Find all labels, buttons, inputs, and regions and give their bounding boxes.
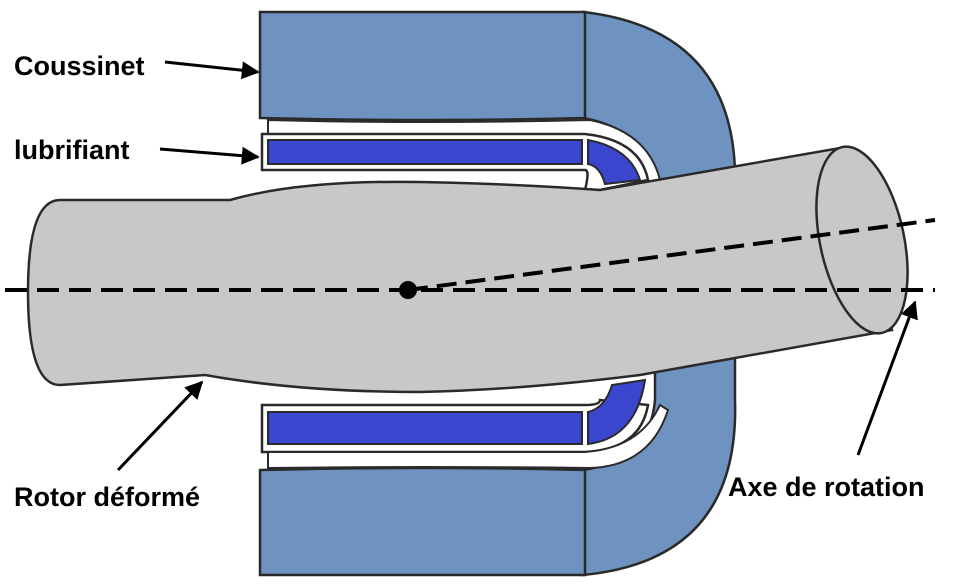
center-point (399, 281, 417, 299)
rotor-label: Rotor déformé (14, 482, 200, 512)
rotor-body (26, 146, 894, 394)
bearing-arrow (164, 60, 260, 80)
lubricant-top-fill (267, 139, 583, 165)
bearing-bottom-block (258, 466, 587, 577)
lubricant-label: lubrifiant (14, 135, 130, 165)
axis-label: Axe de rotation (728, 472, 925, 502)
lubricant-bottom-fill (267, 411, 583, 445)
lubricant-arrow (159, 146, 260, 165)
bearing-label: Coussinet (14, 51, 145, 81)
bearing-top-block (258, 10, 587, 122)
rotor-end-face (815, 145, 909, 335)
deformed-axis-line (407, 218, 936, 292)
lubricant-top-curve (587, 138, 642, 186)
film-gap-bottom (267, 403, 670, 470)
axis-arrow (856, 300, 918, 456)
rotor-arrow (116, 380, 204, 472)
lubricant-bottom-curve (587, 378, 647, 446)
